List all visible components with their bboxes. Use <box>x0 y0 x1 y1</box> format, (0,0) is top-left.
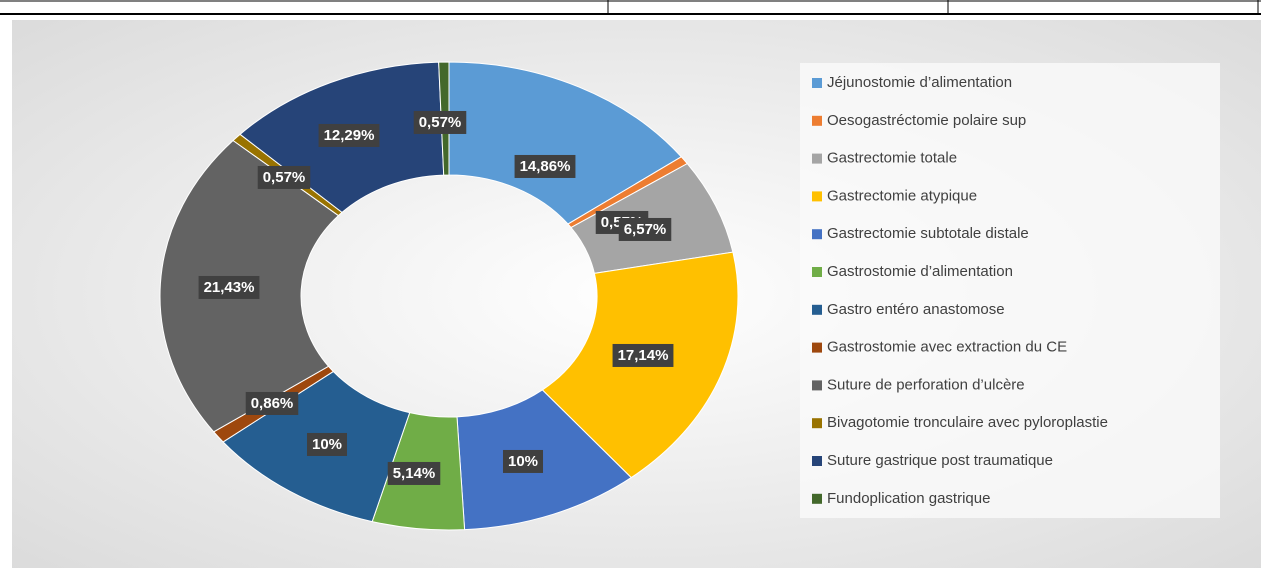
slice <box>448 61 683 225</box>
legend-label: Bivagotomie tronculaire avec pyloroplast… <box>827 414 1108 431</box>
data-label-box <box>502 449 544 473</box>
legend-swatch <box>812 380 822 391</box>
data-label: 21,43% <box>204 279 255 296</box>
legend-swatch <box>812 78 822 88</box>
data-label-group: 21,43% <box>198 275 260 299</box>
legend-label: Gastrectomie totale <box>827 150 957 167</box>
legend-swatch <box>812 153 822 164</box>
legend-label: Gastrectomie subtotale distale <box>827 225 1029 242</box>
data-label-group: 6,57% <box>618 217 672 241</box>
data-label: 10% <box>508 453 538 470</box>
data-label: 0,86% <box>251 395 294 412</box>
legend-label: Gastro entéro anastomose <box>827 301 1005 318</box>
data-label-box <box>245 391 299 415</box>
data-label: 6,57% <box>624 221 667 238</box>
data-label-box <box>387 461 441 485</box>
legend-swatch <box>812 304 822 315</box>
legend-label: Suture de perforation d’ulcère <box>827 376 1025 393</box>
data-label-group: 0,86% <box>245 391 299 415</box>
data-label-group: 14,86% <box>514 154 576 178</box>
data-label: 17,14% <box>618 347 669 364</box>
table-header <box>0 0 1261 15</box>
legend-label: Gastrostomie avec extraction du CE <box>827 339 1067 356</box>
data-label-box <box>514 154 576 178</box>
legend-swatch <box>812 267 822 277</box>
data-label-group: 0,57% <box>257 165 311 189</box>
data-label-group: 17,14% <box>612 343 674 367</box>
legend-swatch <box>812 456 822 466</box>
legend-label: Fundoplication gastrique <box>827 490 990 507</box>
legend-swatch <box>812 342 822 353</box>
data-label-box <box>198 275 260 299</box>
data-label-group: 10% <box>306 432 348 456</box>
legend-swatch <box>812 493 822 504</box>
data-label-box <box>612 343 674 367</box>
legend-label: Jéjunostomie d’alimentation <box>827 74 1012 91</box>
data-label-group: 10% <box>502 449 544 473</box>
data-label: 12,29% <box>324 127 375 144</box>
legend-label: Oesogastréctomie polaire sup <box>827 112 1026 129</box>
data-label-box <box>318 123 380 147</box>
data-label-box <box>257 165 311 189</box>
data-label-box <box>413 110 467 134</box>
legend-swatch <box>812 191 822 202</box>
legend-swatch <box>812 115 822 126</box>
legend-swatch <box>812 418 822 429</box>
legend-label: Suture gastrique post traumatique <box>827 452 1053 469</box>
legend-label: Gastrectomie atypique <box>827 187 977 204</box>
data-label: 0,57% <box>263 169 306 186</box>
data-label: 5,14% <box>393 465 436 482</box>
data-label: 10% <box>312 436 342 453</box>
data-label-group: 12,29% <box>318 123 380 147</box>
data-label: 0,57% <box>419 114 462 131</box>
data-label-box <box>618 217 672 241</box>
data-label-group: 5,14% <box>387 461 441 485</box>
legend-label: Gastrostomie d’alimentation <box>827 263 1013 280</box>
data-label: 14,86% <box>520 158 571 175</box>
data-label-group: 0,57% <box>413 110 467 134</box>
legend-swatch <box>812 229 822 240</box>
data-label-box <box>306 432 348 456</box>
legend-box <box>800 63 1220 518</box>
